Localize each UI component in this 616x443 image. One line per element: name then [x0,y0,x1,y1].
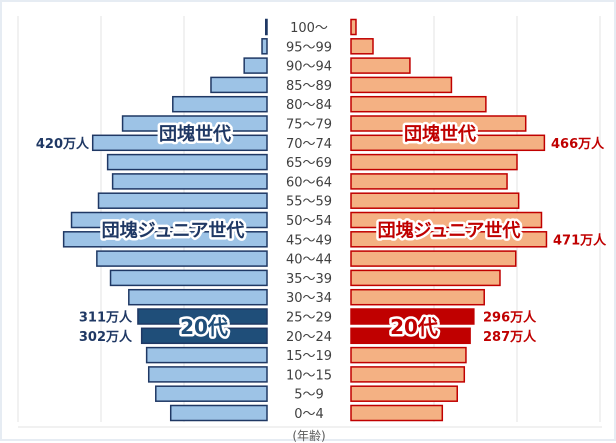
age-label: 30～34 [286,291,332,306]
bar-left-75～79 [121,115,268,132]
right-20-value: 287万人 [483,329,537,345]
bar-right-85～89 [350,76,453,94]
bar-right-25～29 [350,308,475,325]
age-label: 5～9 [294,388,324,403]
left-20-value: 302万人 [79,329,133,345]
bar-left-30～34 [128,288,268,306]
left-baby-boom-label: 団塊世代 [159,123,231,145]
bar-left-15～19 [145,346,268,364]
bar-left-40～44 [96,250,268,267]
bar-left-10～15 [147,366,268,383]
right-baby-boom-label: 団塊世代 [404,123,476,145]
age-label: 50～54 [286,214,332,229]
bar-right-70～74 [350,134,546,152]
bar-right-80～84 [350,95,487,113]
age-label: 35～39 [286,272,332,287]
age-label: 0～4 [294,407,324,422]
age-label: 20～24 [286,330,332,345]
age-label: 45～49 [286,233,332,248]
bar-right-65～69 [350,153,518,171]
bar-left-85～89 [210,76,268,94]
bar-left-95～99 [261,38,268,55]
bar-left-5～9 [155,385,268,402]
bar-left-70～74 [91,134,268,152]
bar-right-5～9 [350,385,458,402]
left-25-value: 311万人 [79,310,133,326]
bar-left-25～29 [137,308,268,325]
right-junior-label: 団塊ジュニア世代 [378,220,521,242]
bar-right-75～79 [350,115,527,132]
age-label: 10～15 [286,368,332,383]
bar-right-40～44 [350,250,517,267]
age-label: 60～64 [286,175,332,190]
left-70-value: 420万人 [36,136,90,152]
age-label: 95～99 [286,40,332,55]
right-70-value: 466万人 [551,136,605,152]
bar-right-45～49 [350,231,548,248]
bar-left-35～39 [109,269,268,287]
bar-right-95～99 [350,38,374,55]
left-twenties-label: 20代 [180,315,228,339]
bar-right-60～64 [350,173,508,190]
age-label: 100～ [290,21,328,36]
bar-right-50～54 [350,211,543,229]
bar-right-10～15 [350,366,466,383]
age-label: 65～69 [286,156,332,171]
x-axis-label: (年齢) [292,428,325,443]
age-label: 25～29 [286,311,332,326]
bar-right-15～19 [350,346,467,364]
age-label: 55～59 [286,195,332,210]
age-label: 15～19 [286,349,332,364]
left-junior-label: 団塊ジュニア世代 [102,220,245,242]
bar-left-55～59 [97,192,268,209]
bar-left-90～94 [243,57,268,74]
bar-right-90～94 [350,57,411,74]
right-45-value: 471万人 [553,232,607,248]
right-25-value: 296万人 [483,310,537,326]
age-label: 75～79 [286,118,332,133]
bar-left-80～84 [172,95,268,113]
age-label: 90～94 [286,60,332,75]
age-label: 40～44 [286,253,332,268]
bar-left-65～69 [106,153,268,171]
bar-right-100～ [350,18,357,36]
bar-right-0～4 [350,404,444,422]
bar-left-0～4 [169,404,268,422]
bar-left-50～54 [70,211,268,229]
bar-right-20～24 [350,327,471,345]
bar-left-100～ [265,18,268,36]
bar-left-45～49 [62,231,268,248]
age-label: 70～74 [286,137,332,152]
bar-right-55～59 [350,192,520,209]
bar-left-20～24 [140,327,268,345]
right-twenties-label: 20代 [390,315,438,339]
age-label: 80～84 [286,98,332,113]
bar-right-35～39 [350,269,501,287]
bar-right-30～34 [350,288,485,306]
age-label: 85～89 [286,79,332,94]
bar-left-60～64 [111,173,268,190]
